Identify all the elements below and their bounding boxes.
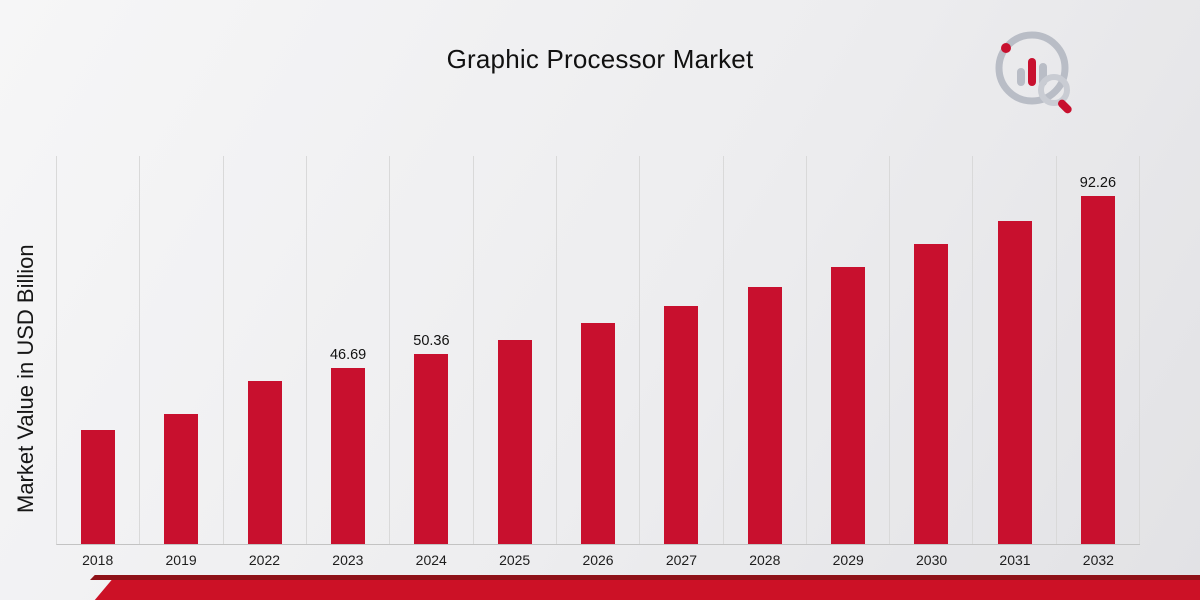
x-tick-2029: 2029 [832,552,864,568]
bar-2022 [247,380,282,544]
x-tick-2022: 2022 [248,552,281,568]
x-tick-2028: 2028 [749,552,781,568]
bar-2019 [164,413,199,544]
chart-column-2022 [224,156,307,544]
logo-accent-dot-icon [1001,43,1011,53]
bar-2018 [81,430,116,544]
chart-column-2026 [557,156,641,544]
logo-magnifier-icon [1038,74,1070,106]
x-tick-2023: 2023 [332,552,364,568]
logo-ring-icon [995,31,1069,105]
chart-column-2031 [973,156,1057,544]
chart-title: Graphic Processor Market [446,44,754,74]
logo-magnifier-handle-icon [1058,99,1072,114]
y-axis-label: Market Value in USD Billion [13,244,38,513]
bar-2023 [331,368,366,544]
plot-area: 46.69 50.36 92.26 [56,156,1141,545]
x-axis-labels: 2018 2019 2022 2023 2024 2025 2026 2027 2028 2029… [56,552,1140,568]
bar-value-label-2023: 46.69 [329,347,367,364]
bar-2031 [997,220,1032,544]
chart-column-2030 [890,156,974,544]
x-tick-2024: 2024 [415,552,447,568]
bar-2028 [747,287,782,544]
x-tick-2032: 2032 [1082,552,1114,568]
x-tick-2019: 2019 [165,552,197,568]
chart-column-2023: 46.69 [307,156,391,544]
bar-2027 [664,305,699,544]
chart-column-2028 [724,156,807,544]
chart-column-2018 [57,156,141,544]
chart-column-2019 [140,156,224,544]
bar-2032 [1080,196,1115,544]
bar-2024 [414,354,449,544]
chart-column-2032: 92.26 [1057,156,1141,544]
x-tick-2018: 2018 [82,552,114,568]
x-tick-2026: 2026 [582,552,614,568]
bar-value-label-2024: 50.36 [413,333,450,350]
footer-red-stripe [94,580,1200,600]
logo-bar-left-icon [1017,68,1025,86]
brand-logo [995,31,1072,114]
logo-bar-mid-icon [1028,58,1036,86]
chart-column-2025 [474,156,557,544]
x-tick-2027: 2027 [665,552,697,568]
x-tick-2030: 2030 [916,552,948,568]
chart-column-2024: 50.36 [390,156,474,544]
bar-2030 [914,244,949,544]
footer-decoration [0,570,1200,600]
footer-dark-stripe [90,575,1200,580]
x-tick-2031: 2031 [999,552,1031,568]
chart-column-2029 [807,156,891,544]
bar-2029 [830,266,865,544]
x-tick-2025: 2025 [499,552,531,568]
chart-column-2027 [640,156,724,544]
bar-2026 [581,323,616,544]
bar-value-label-2032: 92.26 [1079,175,1117,192]
bar-2025 [497,339,532,544]
